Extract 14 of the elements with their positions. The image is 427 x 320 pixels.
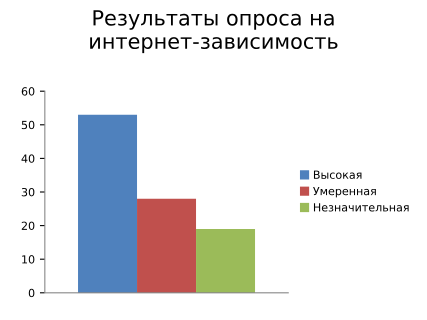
y-tick-label: 60 [22, 87, 34, 96]
legend-label: Незначительная [314, 203, 409, 212]
legend-label: Высокая [314, 170, 362, 179]
y-tick-label: 20 [22, 222, 34, 230]
bar [78, 114, 138, 293]
legend-label: Умеренная [313, 186, 376, 198]
bar [137, 198, 196, 293]
y-tick-label: 30 [22, 188, 34, 196]
bar [196, 228, 256, 293]
chart-title: Результаты опроса на интернет-зависимость [90, 10, 338, 54]
y-tick-label: 0 [28, 288, 34, 298]
y-tick-label: 50 [22, 120, 34, 130]
y-tick-label: 40 [22, 154, 34, 163]
y-tick-label: 10 [22, 255, 34, 264]
